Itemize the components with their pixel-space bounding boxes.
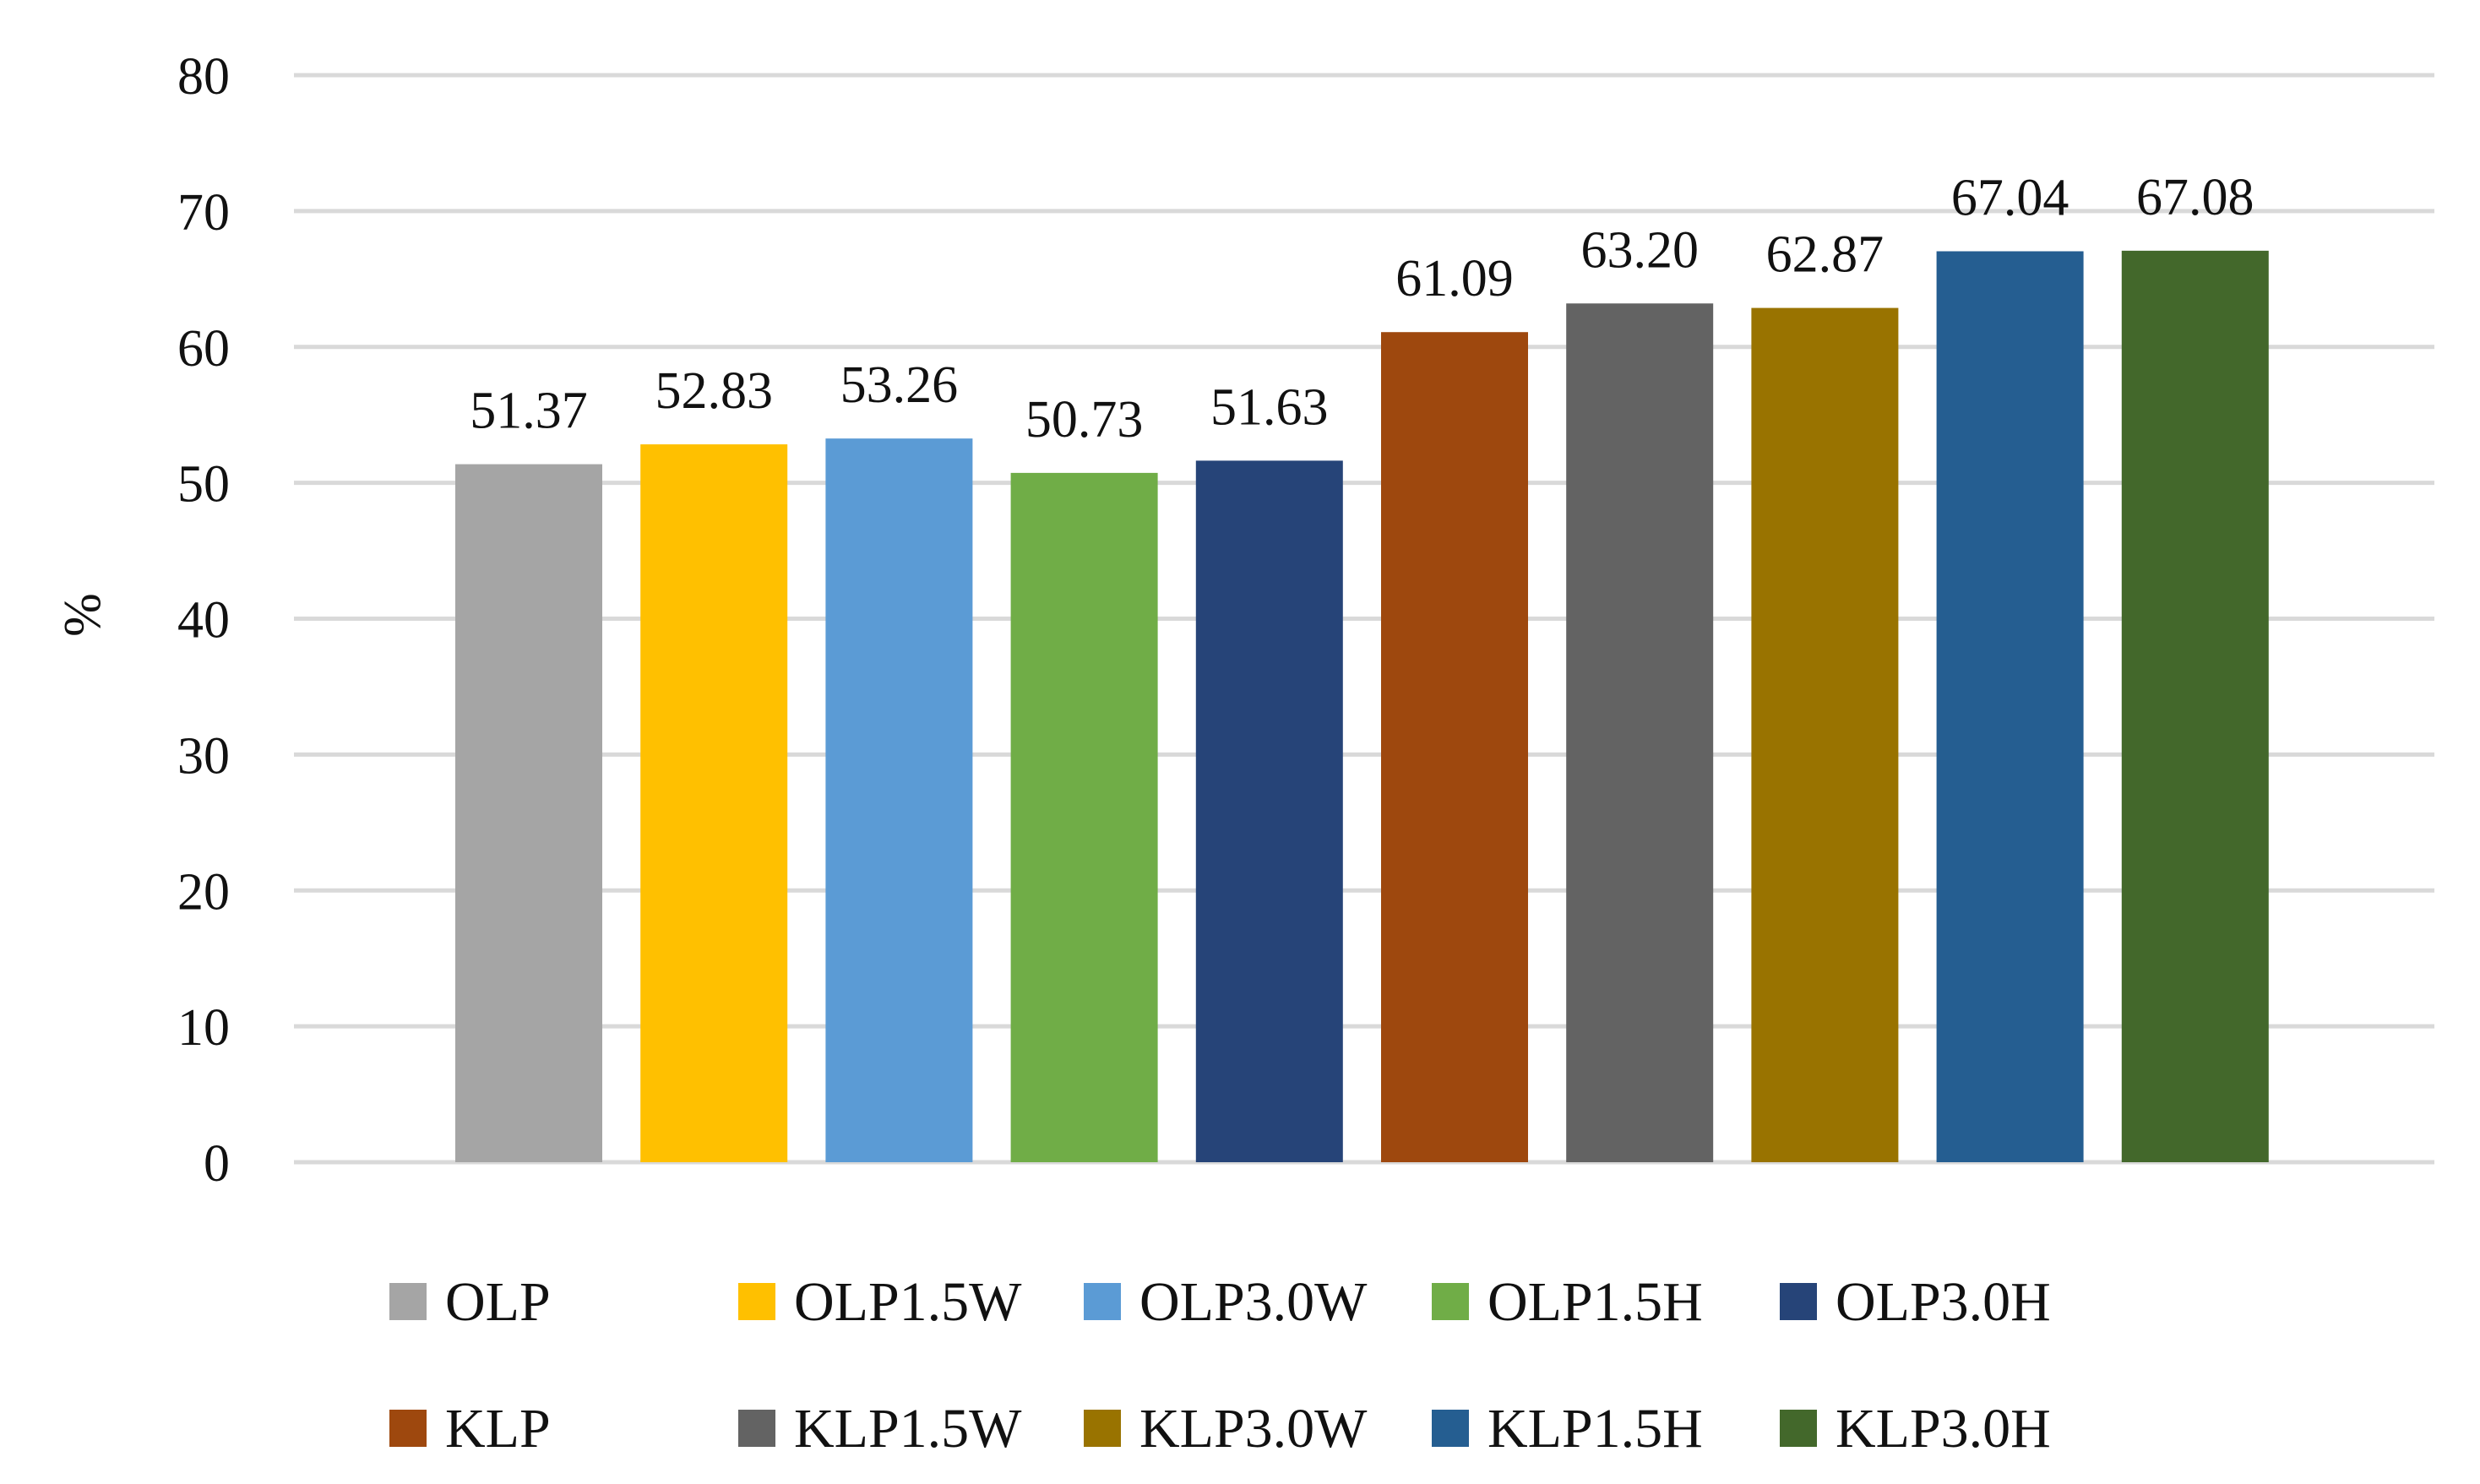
y-tick-label: 60 [177,320,230,378]
legend-label: OLP [445,1271,551,1333]
data-label: 61.09 [1395,250,1514,307]
y-tick-label: 10 [177,999,230,1057]
legend-label: KLP [445,1398,551,1460]
data-label: 51.37 [470,383,588,440]
data-label: 53.26 [840,356,959,414]
bar-olp1-5w [640,444,788,1162]
data-labels: 51.37 52.83 53.26 50.73 51.63 61.09 63.20 62.87… [470,169,2254,448]
bar-klp1-5w [1566,303,1714,1162]
y-tick-label: 40 [177,592,230,650]
legend-label: OLP1.5W [794,1271,1022,1333]
legend-swatch [738,1410,775,1447]
y-tick-label: 20 [177,863,230,921]
bar-olp [455,464,602,1162]
legend-swatch [738,1283,775,1320]
data-label: 51.63 [1210,378,1329,436]
legend: OLP OLP1.5W OLP3.0W OLP1.5H OLP3.0H KLP KLP1.5… [389,1271,2051,1460]
legend-swatch [1084,1410,1121,1447]
y-tick-label: 0 [204,1135,230,1193]
legend-swatch [1432,1283,1469,1320]
bar-klp3-0h [2121,250,2269,1163]
legend-label: OLP3.0H [1836,1271,2051,1333]
y-tick-label: 30 [177,727,230,785]
legend-swatch [1432,1410,1469,1447]
legend-label: KLP3.0H [1836,1398,2051,1460]
y-axis-ticks: 0 10 20 30 40 50 60 70 80 [177,48,230,1193]
bar-olp3-0w [825,438,973,1162]
bar-klp3-0w [1751,307,1899,1163]
data-label: 62.87 [1766,226,1884,284]
bar-olp3-0h [1195,460,1343,1162]
bars [455,250,2269,1163]
legend-label: OLP1.5H [1487,1271,1703,1333]
bar-klp1-5h [1936,251,2084,1162]
legend-swatch [1780,1283,1817,1320]
bar-klp [1381,332,1528,1163]
y-tick-label: 70 [177,184,230,242]
y-axis-label: % [54,593,111,637]
data-label: 67.04 [1951,169,2069,226]
legend-label: KLP1.5H [1487,1398,1703,1460]
legend-label: KLP3.0W [1139,1398,1368,1460]
legend-label: OLP3.0W [1139,1271,1368,1333]
data-label: 50.73 [1025,391,1144,448]
legend-swatch [389,1410,427,1447]
data-label: 67.08 [2136,169,2254,226]
y-tick-label: 50 [177,456,230,514]
legend-swatch [1084,1283,1121,1320]
data-label: 52.83 [655,362,773,420]
bar-olp1-5h [1010,472,1158,1162]
legend-label: KLP1.5W [794,1398,1022,1460]
y-tick-label: 80 [177,48,230,106]
legend-swatch [389,1283,427,1320]
gridlines [294,73,2434,1165]
legend-swatch [1780,1410,1817,1447]
data-label: 63.20 [1580,221,1699,279]
